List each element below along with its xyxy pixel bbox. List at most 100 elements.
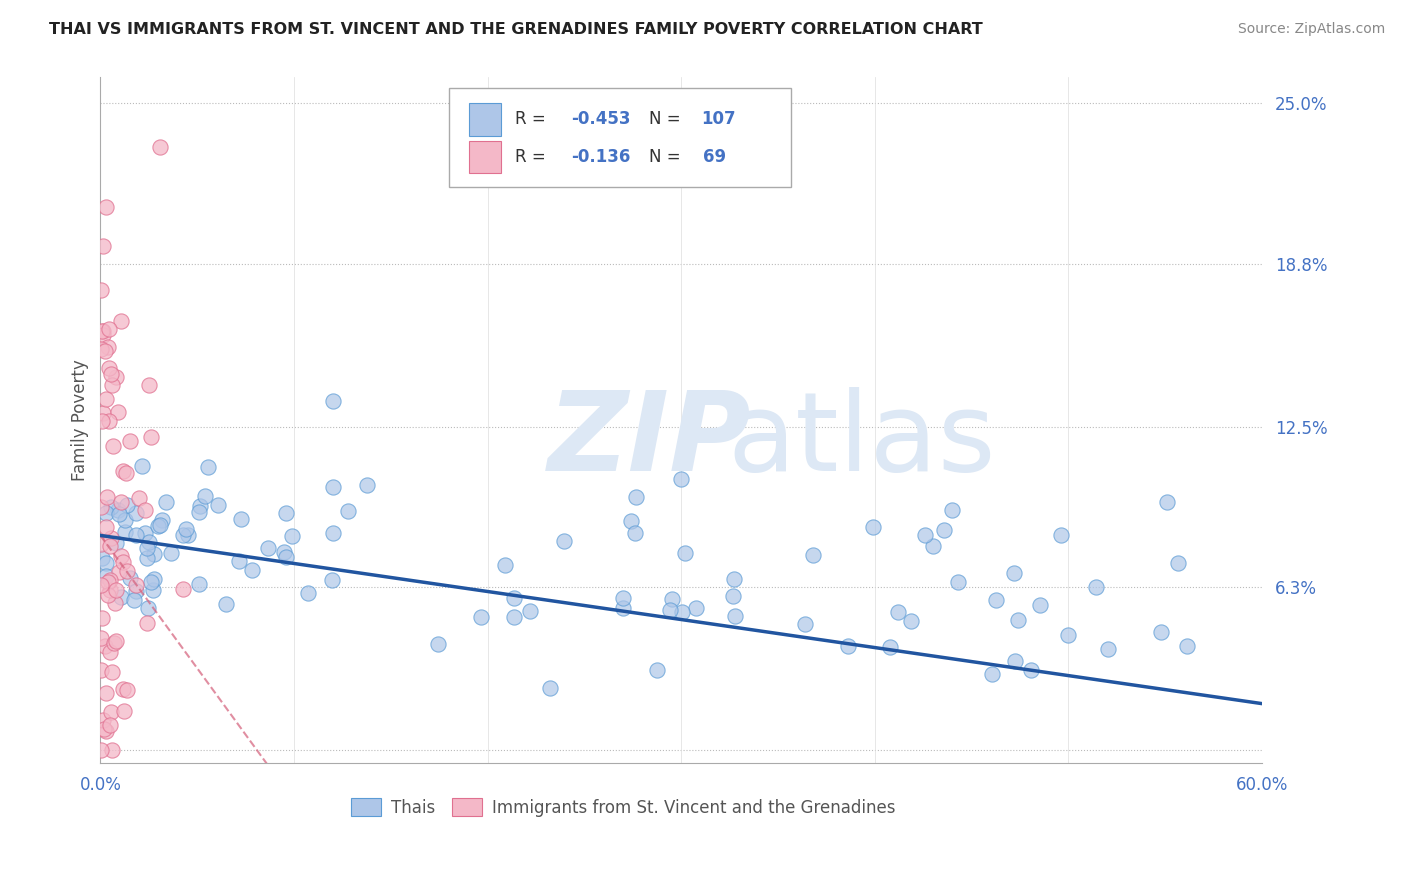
Point xyxy=(274,506,297,520)
Point xyxy=(90,577,112,591)
Point xyxy=(94,724,117,739)
Point xyxy=(1175,639,1198,653)
Point xyxy=(131,458,153,473)
Point xyxy=(142,582,165,597)
Point xyxy=(503,609,526,624)
Point xyxy=(1002,566,1025,580)
Point xyxy=(1056,628,1078,642)
Point xyxy=(136,600,159,615)
Point xyxy=(98,582,121,597)
Point xyxy=(645,663,668,677)
Point xyxy=(322,525,344,540)
Text: -0.136: -0.136 xyxy=(571,148,630,166)
Point xyxy=(97,321,120,335)
Point xyxy=(948,575,970,590)
Point xyxy=(96,686,118,700)
Point xyxy=(297,586,319,600)
Point xyxy=(837,639,859,653)
Point xyxy=(114,524,136,539)
Point xyxy=(194,489,217,503)
Point xyxy=(231,512,253,526)
Point xyxy=(658,602,681,616)
Point xyxy=(276,550,298,565)
Point xyxy=(97,588,120,602)
Point xyxy=(1084,580,1107,594)
Point xyxy=(91,550,114,565)
Point xyxy=(90,611,112,625)
Point xyxy=(273,545,295,559)
Point xyxy=(321,573,343,587)
Point xyxy=(240,563,263,577)
FancyBboxPatch shape xyxy=(449,87,792,187)
Bar xyxy=(468,103,501,136)
Point xyxy=(100,367,122,381)
Point xyxy=(1150,625,1173,640)
Point xyxy=(134,503,156,517)
Point xyxy=(322,480,344,494)
Point xyxy=(941,502,963,516)
Point xyxy=(197,459,219,474)
Point xyxy=(110,314,132,328)
Point xyxy=(801,548,824,562)
Point xyxy=(494,558,516,573)
Point xyxy=(97,361,120,376)
Text: 69: 69 xyxy=(703,148,727,166)
Point xyxy=(188,499,211,513)
Point xyxy=(90,743,112,757)
Point xyxy=(105,583,128,598)
Point xyxy=(150,513,173,527)
Point xyxy=(91,324,114,338)
Point xyxy=(100,500,122,515)
Bar xyxy=(468,141,501,173)
Point xyxy=(111,464,134,478)
Point xyxy=(91,238,114,252)
Point xyxy=(111,555,134,569)
Point xyxy=(104,535,127,549)
Point xyxy=(115,683,138,698)
Point xyxy=(1097,641,1119,656)
Point xyxy=(1049,528,1071,542)
Point xyxy=(98,645,121,659)
Point xyxy=(97,340,120,354)
Point xyxy=(673,545,696,559)
Point xyxy=(90,342,112,356)
Point xyxy=(879,640,901,655)
Point xyxy=(101,378,124,392)
Text: R =: R = xyxy=(515,111,551,128)
Point xyxy=(124,506,146,520)
Point xyxy=(427,637,450,651)
Point xyxy=(661,592,683,607)
Point xyxy=(139,575,162,590)
Text: ZIP: ZIP xyxy=(547,387,751,494)
Point xyxy=(612,600,634,615)
Point xyxy=(914,528,936,542)
Text: THAI VS IMMIGRANTS FROM ST. VINCENT AND THE GRENADINES FAMILY POVERTY CORRELATIO: THAI VS IMMIGRANTS FROM ST. VINCENT AND … xyxy=(49,22,983,37)
Point xyxy=(177,527,200,541)
Point xyxy=(685,600,707,615)
Point xyxy=(90,631,112,645)
Point xyxy=(862,520,884,534)
Point xyxy=(172,528,194,542)
Point xyxy=(553,534,575,549)
Point xyxy=(624,490,647,504)
Point xyxy=(172,582,194,597)
Point xyxy=(135,616,157,631)
Text: -0.453: -0.453 xyxy=(571,111,630,128)
Point xyxy=(149,518,172,533)
Text: N =: N = xyxy=(648,148,686,166)
Point xyxy=(337,503,360,517)
Point xyxy=(91,406,114,420)
Point xyxy=(187,577,209,591)
Point xyxy=(111,681,134,696)
Text: Source: ZipAtlas.com: Source: ZipAtlas.com xyxy=(1237,22,1385,37)
Point xyxy=(100,531,122,545)
Point xyxy=(322,393,344,408)
Point xyxy=(98,718,121,732)
Point xyxy=(470,609,492,624)
Point xyxy=(721,589,744,603)
Point xyxy=(1029,598,1052,612)
Point xyxy=(118,571,141,585)
Point xyxy=(101,439,124,453)
Text: 107: 107 xyxy=(700,111,735,128)
Text: atlas: atlas xyxy=(727,387,995,494)
